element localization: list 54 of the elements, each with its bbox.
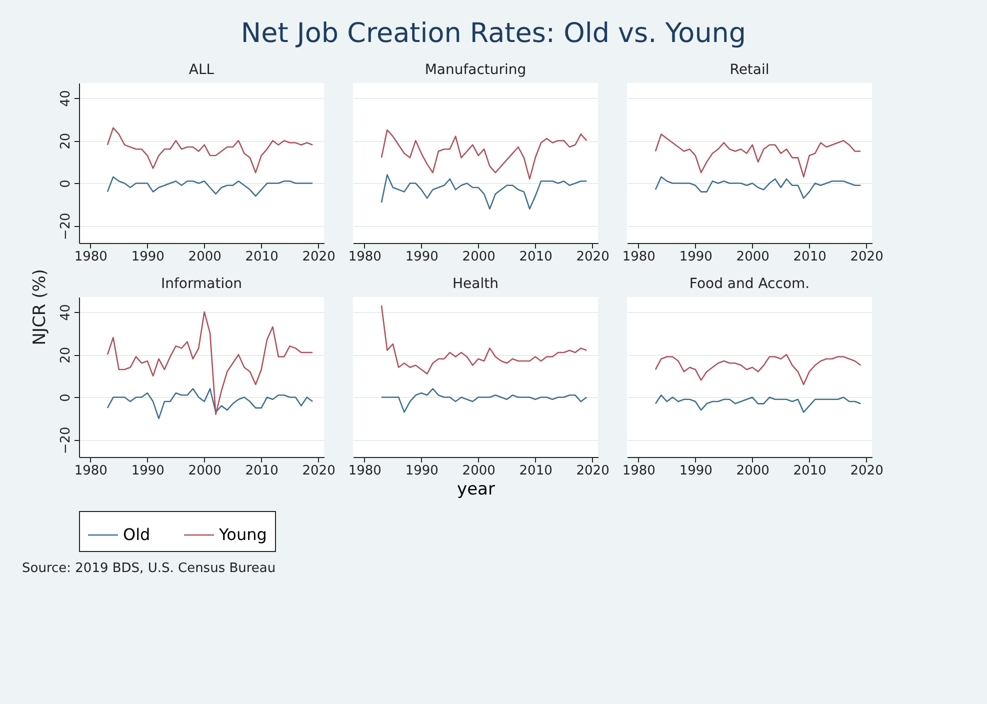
chart-title: Information [160, 276, 242, 292]
x-tick-label: 2010 [245, 464, 278, 478]
chart-title: ALL [188, 62, 214, 78]
x-tick-label: 1980 [74, 464, 108, 478]
text: Net Job Creation Rates: Old vs. Young [240, 18, 748, 51]
y-tick-label: 40 [58, 304, 74, 321]
x-tick-label: 1990 [131, 250, 164, 264]
x-tick-label: 2000 [736, 464, 770, 478]
x-tick-label: 1990 [405, 250, 438, 264]
source-note: Source: 2019 BDS, U.S. Census Bureau [22, 561, 277, 576]
chart-title: Health [452, 276, 498, 292]
chart-title: Food and Accom. [689, 276, 810, 292]
x-tick-label: 1980 [348, 250, 382, 264]
x-tick-label: 2010 [519, 250, 552, 264]
y-tick-label: 40 [58, 90, 74, 107]
chart-title: Retail [730, 62, 770, 78]
legend-label: Young [218, 525, 267, 544]
x-tick-label: 2020 [576, 464, 610, 478]
x-tick-label: 2000 [462, 250, 496, 264]
x-tick-label: 2000 [462, 464, 496, 478]
y-tick-label: 20 [58, 132, 74, 150]
x-tick-label: 2020 [302, 464, 336, 478]
x-tick-label: 1990 [679, 250, 712, 264]
x-tick-label: 2010 [245, 250, 278, 264]
x-tick-label: 2000 [188, 250, 222, 264]
x-tick-label: 1980 [74, 250, 108, 264]
x-tick-label: 2010 [519, 464, 552, 478]
x-tick-label: 1990 [679, 464, 712, 478]
line-series [106, 388, 314, 420]
y-tick-label: −20 [58, 212, 74, 240]
y-tick-label: 0 [58, 394, 74, 402]
line-series [106, 127, 314, 174]
x-tick-label: 2000 [188, 464, 222, 478]
x-tick-label: 2010 [793, 464, 826, 478]
x-tick-label: 2010 [793, 250, 826, 264]
line-series [106, 311, 314, 415]
chart-title: Manufacturing [424, 62, 526, 78]
y-tick-label: 0 [58, 180, 74, 188]
x-tick-label: 1980 [622, 250, 656, 264]
legend-label: Old [123, 525, 150, 544]
y-tick-label: 20 [58, 346, 74, 364]
x-tick-label: 1980 [348, 464, 382, 478]
x-tick-label: 1990 [405, 464, 438, 478]
line-series [106, 176, 314, 197]
x-tick-label: 2020 [576, 250, 610, 264]
x-tick-label: 2020 [850, 250, 884, 264]
text: NJCR (%) [30, 269, 50, 346]
x-tick-label: 2000 [736, 250, 770, 264]
x-tick-label: 1990 [131, 464, 164, 478]
x-tick-label: 2020 [850, 464, 884, 478]
x-tick-label: 1980 [622, 464, 656, 478]
x-axis-title: year [457, 480, 495, 500]
x-tick-label: 2020 [302, 250, 336, 264]
y-tick-label: −20 [58, 426, 74, 454]
